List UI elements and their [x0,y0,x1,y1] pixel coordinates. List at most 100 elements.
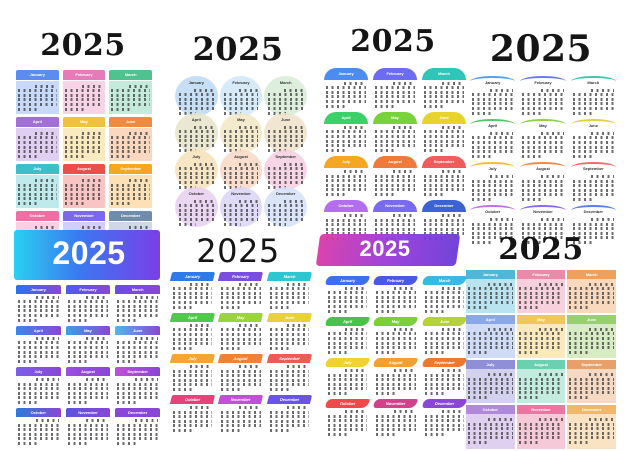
calendar-1-year: 2025 [40,28,126,63]
week-row [269,374,309,378]
month-september: September [422,156,466,197]
week-row [268,208,303,212]
week-row [179,111,197,115]
month-header: January [325,276,371,285]
month-header: December [422,200,466,213]
week-row [328,382,368,386]
week-row [117,318,138,322]
week-row [173,296,213,300]
week-row [287,282,309,286]
month-header: September [567,360,616,370]
week-row [111,140,150,144]
month-name: August [233,355,249,361]
week-row [468,346,513,350]
week-row [67,300,109,304]
month-days [373,169,417,196]
month-october: October [466,405,515,449]
month-header: April [16,117,59,128]
week-row [18,136,57,140]
week-row [569,300,614,304]
month-days [516,369,566,404]
month-header: November [373,399,419,409]
month-name: August [77,166,91,172]
week-row [221,328,261,332]
month-name: January [30,286,46,292]
week-row [269,419,309,423]
month-days [266,88,305,115]
month-days [571,131,616,158]
week-row [522,140,564,144]
week-row [18,154,38,158]
week-row [375,86,415,90]
week-row [518,346,564,350]
week-row [540,88,564,92]
week-row [64,93,104,97]
week-row [569,305,592,309]
week-row [518,291,564,295]
month-days [268,282,311,309]
month-days [374,368,417,395]
week-row [111,89,150,93]
month-april: April [470,119,516,159]
month-days [423,286,466,313]
week-row [392,81,415,85]
week-row [179,102,214,106]
month-name: March [438,71,450,76]
week-row [221,332,261,336]
month-name: February [386,71,404,76]
month-days [171,406,214,433]
week-row [328,346,368,350]
week-row [64,89,104,93]
week-row [572,145,614,149]
month-days [115,419,160,446]
week-row [468,350,490,354]
week-row [18,396,59,400]
month-header: November [65,408,111,418]
month-november: November [219,187,263,227]
week-row [239,88,259,92]
week-row [468,287,513,291]
week-row [424,183,464,187]
week-row [569,422,614,426]
week-row [326,174,366,178]
month-june: June [264,113,307,153]
month-january: January [470,76,516,116]
week-row [328,300,368,304]
month-name: November [74,213,94,219]
week-row [424,188,464,192]
week-row [442,368,464,372]
week-row [221,337,261,341]
week-row [328,295,368,299]
week-row [81,84,104,88]
month-header: March [567,270,616,279]
week-row [269,415,309,419]
week-row [238,323,261,327]
week-row [472,111,493,115]
month-july: July [325,358,371,396]
month-march: March [422,68,466,109]
week-row [376,309,396,313]
month-october: October [169,395,216,433]
month-august: August [62,164,106,209]
week-row [283,199,303,203]
week-row [223,148,242,152]
month-name: January [482,271,498,277]
month-february: February [516,270,566,314]
week-row [18,341,59,345]
month-days [470,218,515,245]
week-row [223,171,259,175]
week-row [111,197,150,201]
week-row [424,433,445,437]
week-row [326,188,366,192]
week-row [36,295,59,299]
week-row [269,383,309,387]
month-header: January [169,272,216,281]
week-row [35,84,57,88]
week-row [540,131,564,135]
week-row [472,236,514,240]
week-row [424,378,464,382]
week-row [375,144,415,148]
month-header: June [109,117,152,128]
week-row [589,418,614,422]
month-august: August [65,367,111,405]
